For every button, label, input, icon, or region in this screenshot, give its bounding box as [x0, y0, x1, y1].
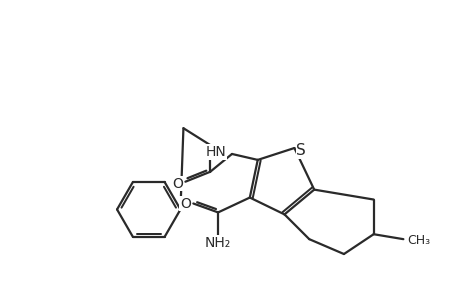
- Text: HN: HN: [205, 145, 225, 159]
- Text: O: O: [172, 177, 183, 191]
- Text: O: O: [179, 196, 190, 211]
- Text: NH₂: NH₂: [205, 236, 231, 250]
- Text: S: S: [296, 143, 306, 158]
- Text: CH₃: CH₃: [407, 234, 430, 247]
